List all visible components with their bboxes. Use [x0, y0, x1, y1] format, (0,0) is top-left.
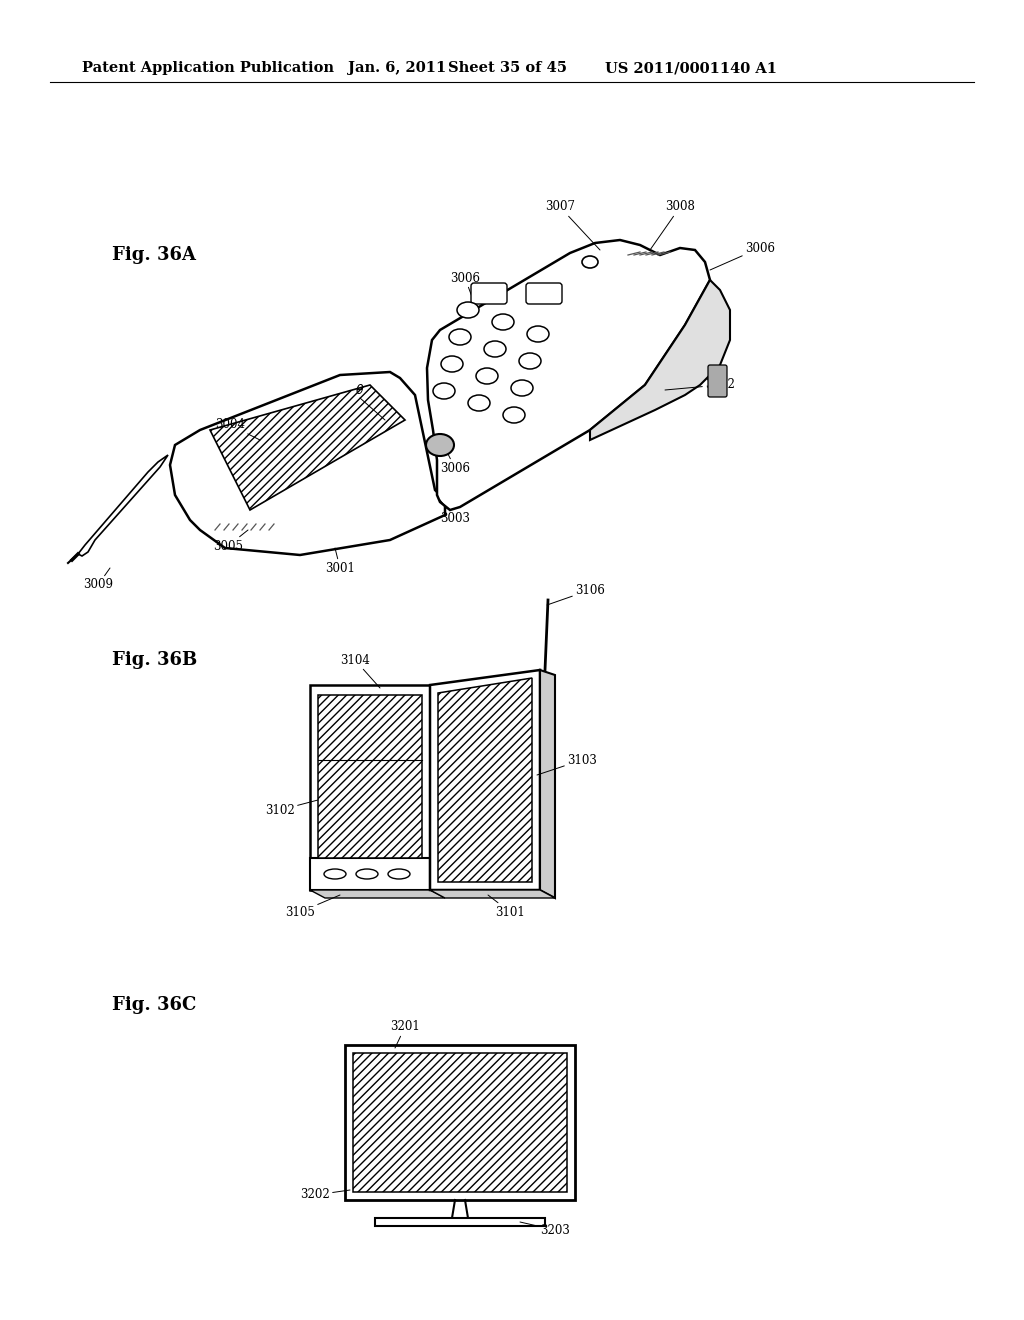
Ellipse shape: [388, 869, 410, 879]
Text: 3003: 3003: [440, 500, 470, 524]
Text: 3203: 3203: [520, 1222, 570, 1237]
Text: 3006: 3006: [710, 242, 775, 271]
Text: 3105: 3105: [285, 895, 340, 919]
Ellipse shape: [484, 341, 506, 356]
Text: Fig. 36B: Fig. 36B: [112, 651, 198, 669]
Polygon shape: [318, 696, 422, 858]
Polygon shape: [310, 685, 430, 890]
Text: $\theta$: $\theta$: [355, 383, 365, 397]
Ellipse shape: [476, 368, 498, 384]
Polygon shape: [310, 890, 445, 898]
Ellipse shape: [449, 329, 471, 345]
Text: 3104: 3104: [340, 653, 380, 688]
Ellipse shape: [426, 434, 454, 455]
Bar: [345, 1045, 575, 1200]
Text: 3002: 3002: [665, 379, 735, 392]
Bar: [375, 1218, 545, 1226]
Ellipse shape: [519, 352, 541, 370]
Polygon shape: [310, 858, 430, 890]
Polygon shape: [210, 385, 406, 510]
Text: Fig. 36A: Fig. 36A: [112, 246, 196, 264]
Text: 3006: 3006: [450, 272, 480, 305]
Text: 3004: 3004: [215, 418, 260, 440]
Text: 3005: 3005: [213, 531, 248, 553]
FancyBboxPatch shape: [471, 282, 507, 304]
Ellipse shape: [468, 395, 490, 411]
Ellipse shape: [503, 407, 525, 422]
Text: 3006: 3006: [440, 447, 470, 474]
FancyBboxPatch shape: [708, 366, 727, 397]
FancyBboxPatch shape: [526, 282, 562, 304]
Text: 3106: 3106: [547, 583, 605, 605]
Polygon shape: [170, 372, 445, 554]
Polygon shape: [540, 671, 555, 898]
Ellipse shape: [457, 302, 479, 318]
Ellipse shape: [356, 869, 378, 879]
Text: 3202: 3202: [300, 1188, 350, 1201]
Polygon shape: [427, 240, 710, 510]
Ellipse shape: [441, 356, 463, 372]
Text: 3008: 3008: [650, 201, 695, 249]
Text: Fig. 36C: Fig. 36C: [112, 997, 197, 1014]
Text: 3201: 3201: [390, 1020, 420, 1048]
Polygon shape: [430, 671, 540, 890]
Text: 3009: 3009: [83, 568, 113, 591]
Text: 3001: 3001: [325, 548, 355, 574]
Polygon shape: [430, 890, 555, 898]
Ellipse shape: [582, 256, 598, 268]
Polygon shape: [78, 455, 168, 556]
Bar: [353, 1053, 567, 1192]
Polygon shape: [438, 678, 532, 882]
Text: Patent Application Publication: Patent Application Publication: [82, 61, 334, 75]
Text: 3007: 3007: [545, 201, 600, 249]
Text: 3102: 3102: [265, 800, 318, 817]
Text: 3101: 3101: [488, 895, 525, 919]
Polygon shape: [590, 280, 730, 440]
Text: Jan. 6, 2011: Jan. 6, 2011: [348, 61, 446, 75]
Ellipse shape: [527, 326, 549, 342]
Ellipse shape: [511, 380, 534, 396]
Ellipse shape: [433, 383, 455, 399]
Ellipse shape: [492, 314, 514, 330]
Ellipse shape: [324, 869, 346, 879]
Text: 3103: 3103: [537, 754, 597, 775]
Text: US 2011/0001140 A1: US 2011/0001140 A1: [605, 61, 777, 75]
Text: Sheet 35 of 45: Sheet 35 of 45: [449, 61, 567, 75]
